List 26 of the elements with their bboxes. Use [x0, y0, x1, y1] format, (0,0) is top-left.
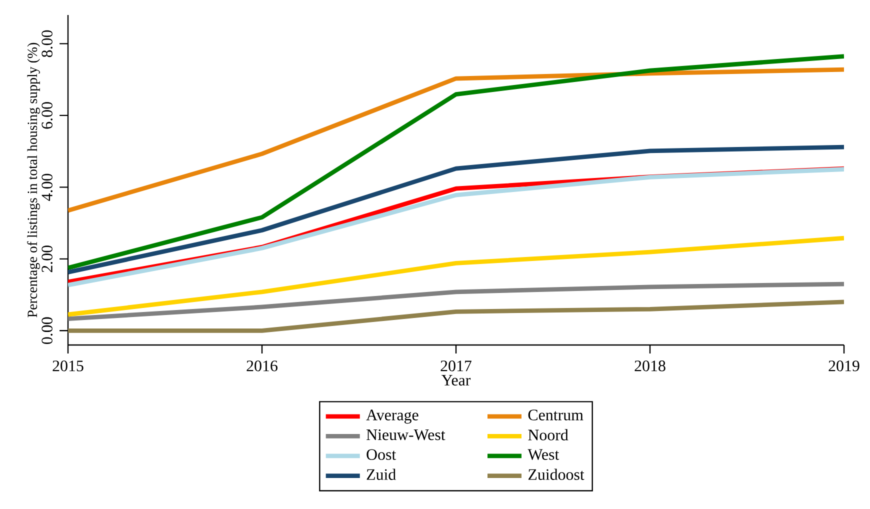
- x-tick-label: 2019: [828, 360, 860, 372]
- legend-label: Centrum: [528, 410, 584, 420]
- x-tick-label: 2015: [52, 360, 84, 372]
- line-series: [68, 236, 844, 317]
- legend-label: Average: [366, 410, 418, 424]
- y-axis-title: Percentage of listings in total housing supply (%): [27, 42, 40, 318]
- x-tick-label: 2016: [246, 360, 278, 372]
- line-series: [68, 300, 844, 333]
- y-tick-label: 6.00: [42, 102, 53, 129]
- y-tick-label: 4.00: [42, 174, 53, 201]
- x-axis-title: Year: [442, 374, 471, 386]
- y-tick-label: 0.00: [42, 317, 53, 344]
- legend-label: Zuid: [366, 468, 396, 480]
- x-tick-label: 2017: [440, 360, 472, 372]
- legend-label: Zuidoost: [528, 468, 584, 480]
- legend-label: West: [528, 449, 560, 460]
- line-series: [68, 282, 844, 322]
- line-series: [68, 67, 844, 213]
- legend-label: Noord: [528, 429, 568, 440]
- line-series: [68, 54, 844, 270]
- y-tick-label: 8.00: [42, 30, 53, 58]
- legend-label: Nieuw-West: [366, 429, 446, 440]
- y-tick-label: 2.00: [42, 246, 53, 272]
- x-tick-label: 2018: [634, 360, 666, 372]
- legend-label: Oost: [366, 449, 396, 460]
- line-series: [68, 144, 844, 274]
